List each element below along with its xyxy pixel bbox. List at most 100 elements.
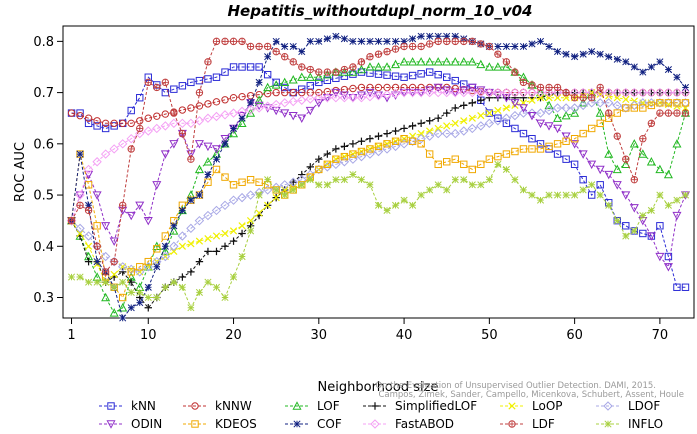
data-point-ldf <box>562 88 570 97</box>
data-point-lof <box>621 159 631 169</box>
data-point-inflo <box>119 278 127 286</box>
series-simplifiedlof <box>67 88 690 312</box>
data-point-fastabod <box>510 87 520 98</box>
data-point-ldf <box>153 83 161 92</box>
data-point-ldof <box>493 116 503 126</box>
data-point-ldof <box>262 185 273 195</box>
data-point-ldf <box>570 94 579 102</box>
data-point-lof <box>305 72 315 81</box>
data-point-fastabod <box>621 87 631 98</box>
data-point-ldf <box>460 37 468 46</box>
data-point-inflo <box>264 176 272 184</box>
data-point-lof <box>399 57 409 66</box>
data-point-kdeos <box>468 165 476 174</box>
data-point-odin <box>194 140 204 149</box>
legend-marker-loop <box>508 402 516 410</box>
source-note-line-2: On the Evaluation of Unsupervised Outlie… <box>375 381 656 391</box>
data-point-odin <box>527 111 537 121</box>
data-point-inflo <box>229 273 238 281</box>
data-point-odin <box>553 124 563 134</box>
data-point-inflo <box>562 191 570 199</box>
data-point-odin <box>365 88 375 98</box>
data-point-knnw <box>101 119 110 128</box>
data-point-cof <box>93 258 101 266</box>
legend-item-ldf: LDF <box>500 417 555 431</box>
data-point-ldf <box>528 81 536 89</box>
data-point-cof <box>289 42 297 51</box>
data-point-inflo <box>323 181 331 189</box>
data-point-knn <box>622 222 630 230</box>
data-point-odin <box>587 160 597 170</box>
legend-label-loop: LoOP <box>532 399 563 413</box>
data-point-simplifiedlof <box>434 114 442 122</box>
data-point-inflo <box>519 186 528 194</box>
data-point-knn <box>170 85 178 93</box>
x-tick-label: 60 <box>566 328 583 343</box>
data-point-inflo <box>630 227 638 235</box>
data-point-inflo <box>485 176 493 184</box>
data-point-inflo <box>664 201 672 209</box>
data-point-odin <box>305 106 315 116</box>
data-point-knn <box>101 124 110 133</box>
data-point-ldf <box>238 37 246 46</box>
data-point-loop <box>229 227 238 235</box>
data-point-fastabod <box>288 96 298 107</box>
data-point-fastabod <box>228 108 239 118</box>
data-point-simplifiedlof <box>289 178 297 186</box>
data-point-lof <box>570 108 580 117</box>
data-point-fastabod <box>271 99 281 110</box>
data-point-kdeos <box>536 145 545 153</box>
data-point-lof <box>638 149 648 158</box>
data-point-ldof <box>501 113 512 123</box>
data-point-ldof <box>194 215 205 226</box>
data-point-lof <box>467 57 477 66</box>
data-point-cof <box>340 35 348 43</box>
data-point-cof <box>536 37 545 45</box>
data-point-ldof <box>621 103 631 113</box>
data-point-cof <box>229 124 238 133</box>
data-point-inflo <box>340 176 348 184</box>
data-point-ldof <box>169 241 179 251</box>
data-point-loop <box>443 122 451 130</box>
data-point-fastabod <box>152 123 162 134</box>
data-point-lof <box>450 57 460 66</box>
data-point-inflo <box>545 191 553 199</box>
legend-marker-kdeos <box>191 420 199 428</box>
series-ldf <box>67 37 690 276</box>
data-point-simplifiedlof <box>468 99 476 107</box>
series-cof <box>67 32 690 322</box>
data-point-kdeos <box>502 150 511 158</box>
data-point-loop <box>596 90 604 98</box>
data-point-lof <box>288 75 298 84</box>
data-point-fastabod <box>655 87 665 98</box>
data-point-inflo <box>349 171 357 179</box>
y-axis-label: ROC AUC <box>13 142 28 202</box>
data-point-knnw <box>127 119 135 128</box>
data-point-inflo <box>656 191 664 199</box>
y-tick-label: 0.5 <box>33 189 54 204</box>
legend-marker-ldf <box>508 420 516 428</box>
data-point-kdeos <box>613 109 621 117</box>
data-point-knnw <box>238 92 246 101</box>
data-point-inflo <box>127 288 135 296</box>
data-point-inflo <box>579 186 587 194</box>
data-point-loop <box>545 94 553 102</box>
data-point-inflo <box>494 160 502 168</box>
data-point-kdeos <box>93 222 101 230</box>
data-point-kdeos <box>332 155 340 163</box>
data-point-knn <box>511 124 519 133</box>
series-line-lof <box>71 61 686 314</box>
data-point-knn <box>391 72 400 80</box>
data-point-simplifiedlof <box>144 304 152 312</box>
data-point-kdeos <box>391 137 400 145</box>
data-point-ldf <box>664 109 673 117</box>
data-point-inflo <box>673 196 681 204</box>
data-point-ldf <box>391 45 400 53</box>
data-point-ldof <box>450 128 460 139</box>
data-point-knn <box>528 135 536 143</box>
data-point-knn <box>281 83 289 92</box>
data-point-fastabod <box>177 118 188 129</box>
data-point-inflo <box>204 278 212 286</box>
data-point-simplifiedlof <box>477 96 485 104</box>
data-point-simplifiedlof <box>357 137 366 145</box>
